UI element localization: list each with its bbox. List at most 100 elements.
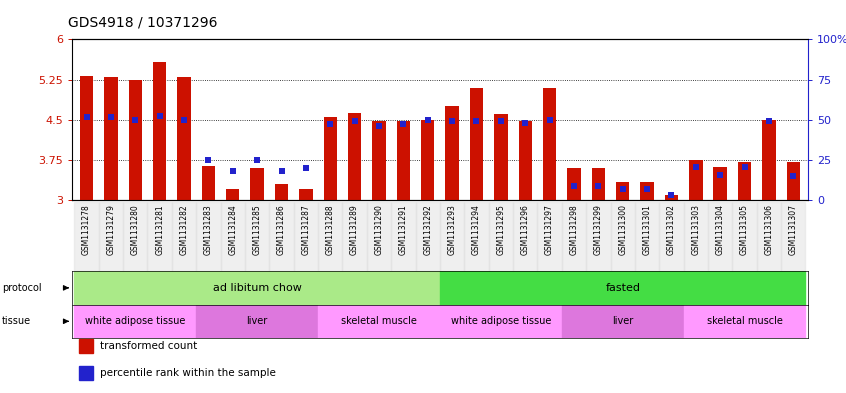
Bar — [568, 168, 580, 200]
Bar — [586, 202, 611, 271]
Text: tissue: tissue — [2, 316, 30, 326]
Bar — [275, 184, 288, 200]
Bar — [104, 77, 118, 200]
Text: GSM1131286: GSM1131286 — [277, 204, 286, 255]
Bar — [537, 202, 562, 271]
Bar — [762, 120, 776, 200]
Bar — [123, 202, 147, 271]
Bar — [74, 202, 99, 271]
Bar — [689, 160, 702, 200]
Text: skeletal muscle: skeletal muscle — [341, 316, 417, 326]
Text: GSM1131290: GSM1131290 — [375, 204, 383, 255]
Bar — [494, 114, 508, 200]
Text: GSM1131281: GSM1131281 — [155, 204, 164, 255]
Text: percentile rank within the sample: percentile rank within the sample — [100, 368, 276, 378]
Text: GSM1131303: GSM1131303 — [691, 204, 700, 255]
Bar — [80, 76, 93, 200]
Bar — [201, 165, 215, 200]
Point — [129, 117, 142, 123]
Text: GSM1131302: GSM1131302 — [667, 204, 676, 255]
Bar — [178, 77, 190, 200]
Point — [80, 114, 93, 120]
Point — [543, 117, 557, 123]
Bar — [519, 121, 532, 200]
Bar — [294, 202, 318, 271]
Text: GSM1131294: GSM1131294 — [472, 204, 481, 255]
Text: GSM1131293: GSM1131293 — [448, 204, 457, 255]
Point — [713, 172, 727, 178]
Bar — [226, 189, 239, 200]
Bar — [616, 182, 629, 200]
Point — [421, 117, 435, 123]
Text: GSM1131307: GSM1131307 — [788, 204, 798, 255]
Point — [762, 118, 776, 124]
Bar — [318, 202, 343, 271]
Bar — [74, 305, 196, 338]
Text: GSM1131305: GSM1131305 — [740, 204, 749, 255]
Bar — [684, 305, 805, 338]
Bar — [245, 202, 269, 271]
Bar — [80, 365, 92, 380]
Point — [299, 165, 313, 171]
Bar — [611, 202, 634, 271]
Text: transformed count: transformed count — [100, 341, 197, 351]
Bar — [421, 120, 435, 200]
Bar — [153, 62, 167, 200]
Text: GSM1131297: GSM1131297 — [545, 204, 554, 255]
Text: GSM1131301: GSM1131301 — [643, 204, 651, 255]
Point — [494, 118, 508, 124]
Text: GSM1131282: GSM1131282 — [179, 204, 189, 255]
Bar — [440, 271, 805, 305]
Bar — [318, 305, 440, 338]
Bar — [445, 107, 459, 200]
Text: GSM1131304: GSM1131304 — [716, 204, 725, 255]
Text: GDS4918 / 10371296: GDS4918 / 10371296 — [68, 15, 217, 29]
Bar — [634, 202, 659, 271]
Bar — [562, 305, 684, 338]
Bar — [640, 182, 654, 200]
Point — [372, 123, 386, 129]
Bar — [129, 79, 142, 200]
Bar — [513, 202, 537, 271]
Bar — [348, 114, 361, 200]
Bar — [489, 202, 513, 271]
Bar — [74, 271, 440, 305]
Bar — [708, 202, 733, 271]
Point — [397, 121, 410, 127]
Bar — [99, 202, 123, 271]
Point — [201, 157, 215, 163]
Text: protocol: protocol — [2, 283, 41, 293]
Bar — [323, 117, 337, 200]
Bar — [440, 202, 464, 271]
Point — [104, 114, 118, 120]
Bar — [659, 202, 684, 271]
Text: GSM1131287: GSM1131287 — [301, 204, 310, 255]
Bar — [80, 339, 92, 353]
Bar — [591, 168, 605, 200]
Bar — [367, 202, 391, 271]
Point — [519, 119, 532, 126]
Text: fasted: fasted — [605, 283, 640, 293]
Bar — [781, 202, 805, 271]
Point — [275, 168, 288, 174]
Bar — [172, 202, 196, 271]
Bar — [738, 162, 751, 200]
Bar — [221, 202, 245, 271]
Point — [470, 118, 483, 124]
Bar — [196, 305, 318, 338]
Point — [665, 192, 678, 198]
Bar — [147, 202, 172, 271]
Bar — [787, 162, 800, 200]
Bar — [250, 168, 264, 200]
Text: GSM1131292: GSM1131292 — [423, 204, 432, 255]
Bar — [713, 167, 727, 200]
Text: GSM1131283: GSM1131283 — [204, 204, 213, 255]
Text: skeletal muscle: skeletal muscle — [706, 316, 783, 326]
Text: ad libitum chow: ad libitum chow — [212, 283, 301, 293]
Text: GSM1131296: GSM1131296 — [521, 204, 530, 255]
Text: GSM1131295: GSM1131295 — [497, 204, 505, 255]
Text: GSM1131279: GSM1131279 — [107, 204, 115, 255]
Text: liver: liver — [613, 316, 634, 326]
Bar — [269, 202, 294, 271]
Bar — [343, 202, 367, 271]
